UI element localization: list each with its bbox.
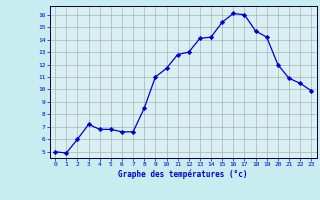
X-axis label: Graphe des températures (°c): Graphe des températures (°c) (118, 170, 248, 179)
